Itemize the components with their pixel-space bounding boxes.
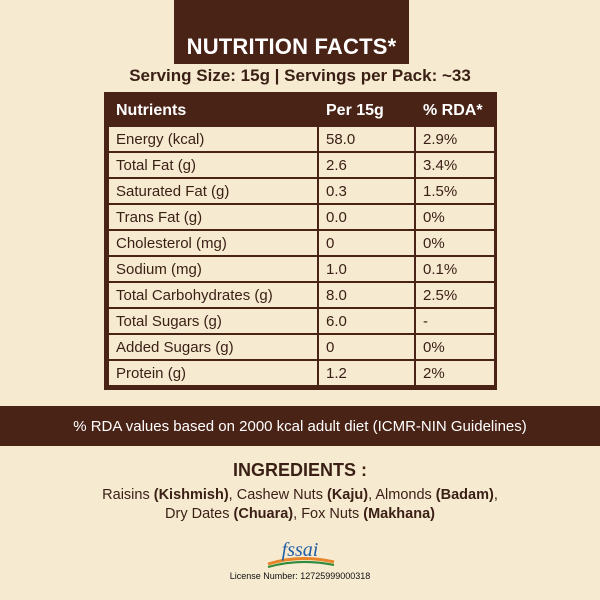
rda-cell: 0% bbox=[414, 229, 496, 257]
per-15g-cell: 2.6 bbox=[317, 151, 416, 179]
table-row: Protein (g) 1.2 2% bbox=[107, 359, 496, 387]
per-15g-cell: 58.0 bbox=[317, 125, 416, 153]
rda-cell: 2% bbox=[414, 359, 496, 387]
nutrient-name-cell: Total Fat (g) bbox=[107, 151, 319, 179]
rda-cell: 1.5% bbox=[414, 177, 496, 205]
table-row: Cholesterol (mg) 0 0% bbox=[107, 229, 496, 257]
rda-cell: 3.4% bbox=[414, 151, 496, 179]
table-header-row: Nutrients Per 15g % RDA* bbox=[107, 95, 496, 127]
ingredient-item: Almonds (Badam), bbox=[375, 487, 498, 503]
rda-cell: 0.1% bbox=[414, 255, 496, 283]
fssai-logo-text: fssai bbox=[282, 539, 319, 561]
rda-cell: 0% bbox=[414, 333, 496, 361]
ingredient-item: Raisins (Kishmish), bbox=[102, 487, 237, 503]
nutrient-name-cell: Trans Fat (g) bbox=[107, 203, 319, 231]
fssai-logo: fssai bbox=[267, 539, 335, 568]
license-number: License Number: 12725999000318 bbox=[229, 571, 371, 581]
table-row: Total Sugars (g) 6.0- bbox=[107, 307, 496, 335]
nutrition-table-container: Nutrients Per 15g % RDA* Energy (kcal) 58… bbox=[104, 92, 497, 390]
nutrient-name-cell: Total Sugars (g) bbox=[107, 307, 319, 335]
ingredient-item: Cashew Nuts (Kaju), bbox=[236, 487, 376, 503]
header-nutrients: Nutrients bbox=[107, 95, 319, 127]
rda-note: % RDA values based on 2000 kcal adult di… bbox=[0, 406, 600, 446]
per-15g-cell: 6.0 bbox=[317, 307, 416, 335]
per-15g-cell: 0.3 bbox=[317, 177, 416, 205]
ingredients-list: Raisins (Kishmish), Cashew Nuts (Kaju), … bbox=[70, 486, 530, 524]
table-row: Total Fat (g) 2.6 3.4% bbox=[107, 151, 496, 179]
table-row: Added Sugars (g) 0 0% bbox=[107, 333, 496, 361]
table-row: Total Carbohydrates (g) 8.0 2.5% bbox=[107, 281, 496, 309]
rda-cell: - bbox=[414, 307, 496, 335]
table-row: Trans Fat (g) 0.0 0% bbox=[107, 203, 496, 231]
table-row: Sodium (mg) 1.0 0.1% bbox=[107, 255, 496, 283]
ingredient-item: Dry Dates (Chuara), bbox=[165, 506, 302, 522]
header-per-15g: Per 15g bbox=[317, 95, 416, 127]
ingredient-item: Fox Nuts (Makhana) bbox=[301, 506, 435, 522]
nutrient-name-cell: Sodium (mg) bbox=[107, 255, 319, 283]
per-15g-cell: 0 bbox=[317, 229, 416, 257]
nutrient-name-cell: Added Sugars (g) bbox=[107, 333, 319, 361]
per-15g-cell: 0.0 bbox=[317, 203, 416, 231]
serving-size: Serving Size: 15g | Servings per Pack: ~… bbox=[129, 66, 471, 85]
rda-cell: 2.5% bbox=[414, 281, 496, 309]
table-row: Saturated Fat (g) 0.3 1.5% bbox=[107, 177, 496, 205]
ingredients-title: INGREDIENTS : bbox=[232, 460, 367, 480]
per-15g-cell: 1.2 bbox=[317, 359, 416, 387]
nutrition-facts-title: NUTRITION FACTS* bbox=[174, 0, 409, 64]
rda-cell: 0% bbox=[414, 203, 496, 231]
per-15g-cell: 0 bbox=[317, 333, 416, 361]
nutrient-name-cell: Cholesterol (mg) bbox=[107, 229, 319, 257]
table-row: Energy (kcal) 58.0 2.9% bbox=[107, 125, 496, 153]
nutrient-name-cell: Total Carbohydrates (g) bbox=[107, 281, 319, 309]
nutrient-name-cell: Saturated Fat (g) bbox=[107, 177, 319, 205]
rda-cell: 2.9% bbox=[414, 125, 496, 153]
per-15g-cell: 8.0 bbox=[317, 281, 416, 309]
nutrient-name-cell: Energy (kcal) bbox=[107, 125, 319, 153]
per-15g-cell: 1.0 bbox=[317, 255, 416, 283]
nutrient-name-cell: Protein (g) bbox=[107, 359, 319, 387]
nutrition-table: Nutrients Per 15g % RDA* Energy (kcal) 58… bbox=[107, 95, 496, 387]
header-rda: % RDA* bbox=[414, 95, 496, 127]
